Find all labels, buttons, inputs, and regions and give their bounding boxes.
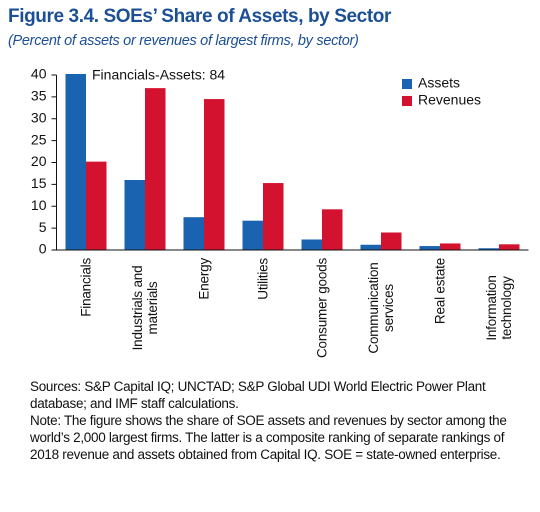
y-tick-label: 30 [31, 109, 47, 125]
bars [65, 74, 520, 250]
legend-label: Revenues [418, 92, 481, 108]
chart-subtitle: (Percent of assets or revenues of larges… [8, 33, 359, 49]
y-tick-label: 15 [31, 175, 47, 191]
bar [183, 217, 204, 250]
bar [419, 246, 440, 250]
y-tick-label: 20 [31, 153, 47, 169]
bar [65, 74, 86, 250]
x-tick-label: Communication services [366, 262, 396, 354]
y-tick-label: 0 [39, 241, 47, 257]
y-tick-label: 35 [31, 88, 47, 104]
bar [263, 183, 284, 250]
chart-title: Figure 3.4. SOEs’ Share of Assets, by Se… [8, 6, 391, 27]
bar [360, 244, 381, 250]
note: Note: The figure shows the share of SOE … [30, 413, 507, 462]
legend-label: Assets [418, 75, 460, 91]
bar [499, 244, 520, 250]
y-tick-label: 25 [31, 131, 47, 147]
bar [124, 180, 145, 250]
bar [242, 220, 263, 250]
bar [301, 239, 322, 250]
legend-swatch [402, 79, 412, 89]
x-tick-label: Energy [196, 258, 212, 300]
x-tick-label: Utilities [255, 258, 271, 300]
x-tick-label: Real estate [432, 258, 448, 325]
y-tick-label: 5 [39, 219, 47, 235]
x-tick-label: Consumer goods [314, 257, 330, 358]
bar [381, 232, 402, 250]
bar [322, 209, 343, 250]
annotation: Financials-Assets: 84 [92, 67, 225, 83]
bar [145, 88, 166, 250]
y-tick-label: 10 [31, 197, 47, 213]
bar [204, 99, 225, 250]
legend-swatch [402, 96, 412, 106]
bar [86, 161, 107, 250]
x-tick-label: Information technology [484, 275, 514, 341]
sources: Sources: S&P Capital IQ; UNCTAD; S&P Glo… [30, 379, 486, 411]
bar [440, 243, 461, 250]
bar [478, 248, 499, 250]
x-tick-label: Industrials and materials [130, 265, 160, 351]
x-tick-label: Financials [78, 258, 94, 317]
y-tick-label: 40 [31, 66, 47, 82]
